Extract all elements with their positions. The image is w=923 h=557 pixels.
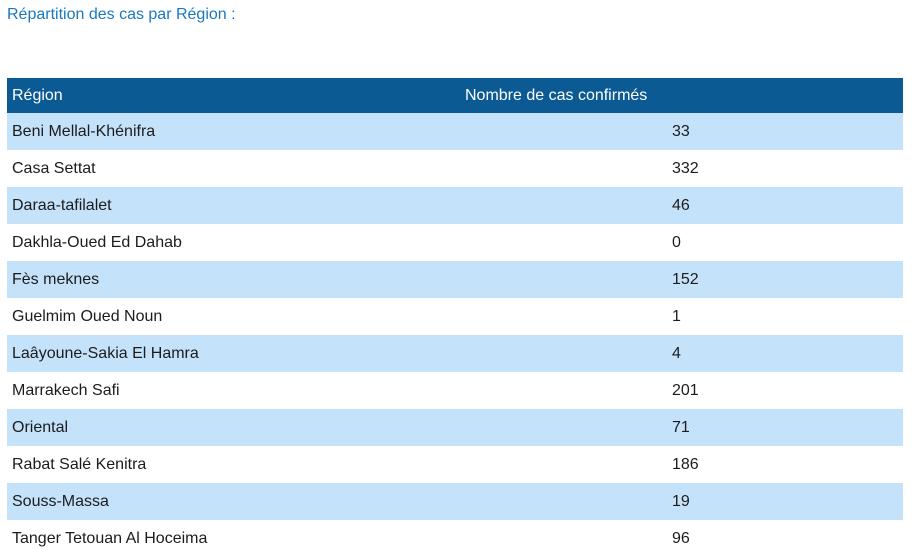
table-row: Laâyoune-Sakia El Hamra 4 [7,335,903,372]
table-row: Fès meknes 152 [7,261,903,298]
region-cell: Tanger Tetouan Al Hoceima [7,520,462,557]
table-row: Guelmim Oued Noun 1 [7,298,903,335]
table-row: Beni Mellal-Khénifra 33 [7,113,903,150]
cases-cell: 33 [462,113,903,150]
table-row: Rabat Salé Kenitra 186 [7,446,903,483]
region-cell: Rabat Salé Kenitra [7,446,462,483]
region-cell: Guelmim Oued Noun [7,298,462,335]
column-header-region: Région [7,78,462,113]
cases-cell: 0 [462,224,903,261]
region-cell: Marrakech Safi [7,372,462,409]
table-body: Beni Mellal-Khénifra 33 Casa Settat 332 … [7,113,903,557]
table-row: Daraa-tafilalet 46 [7,187,903,224]
cases-cell: 46 [462,187,903,224]
region-cell: Daraa-tafilalet [7,187,462,224]
table-row: Souss-Massa 19 [7,483,903,520]
cases-cell: 332 [462,150,903,187]
region-cell: Fès meknes [7,261,462,298]
table-row: Dakhla-Oued Ed Dahab 0 [7,224,903,261]
cases-cell: 152 [462,261,903,298]
cases-cell: 19 [462,483,903,520]
table-row: Casa Settat 332 [7,150,903,187]
table-row: Oriental 71 [7,409,903,446]
table-header-row: Région Nombre de cas confirmés [7,78,903,113]
section-heading: Répartition des cas par Région : [7,6,236,23]
table-row: Marrakech Safi 201 [7,372,903,409]
cases-cell: 96 [462,520,903,557]
region-cell: Souss-Massa [7,483,462,520]
region-cell: Casa Settat [7,150,462,187]
cases-cell: 71 [462,409,903,446]
region-cell: Dakhla-Oued Ed Dahab [7,224,462,261]
region-cases-table: Région Nombre de cas confirmés Beni Mell… [7,78,903,557]
cases-cell: 4 [462,335,903,372]
region-cell: Beni Mellal-Khénifra [7,113,462,150]
column-header-cases: Nombre de cas confirmés [462,78,903,113]
region-cell: Oriental [7,409,462,446]
cases-cell: 201 [462,372,903,409]
region-cell: Laâyoune-Sakia El Hamra [7,335,462,372]
cases-cell: 1 [462,298,903,335]
table-row: Tanger Tetouan Al Hoceima 96 [7,520,903,557]
cases-cell: 186 [462,446,903,483]
table-header: Région Nombre de cas confirmés [7,78,903,113]
